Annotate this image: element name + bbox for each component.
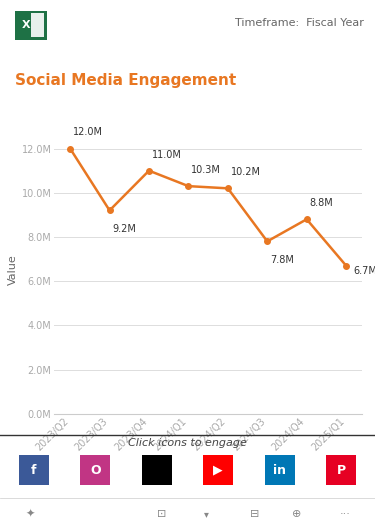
Text: ▶: ▶ bbox=[213, 464, 223, 476]
Text: 9.2M: 9.2M bbox=[112, 225, 136, 235]
Text: 10.3M: 10.3M bbox=[191, 165, 221, 175]
Y-axis label: Value: Value bbox=[8, 255, 17, 286]
Text: 12.0M: 12.0M bbox=[73, 128, 103, 138]
Text: ⊟: ⊟ bbox=[251, 509, 260, 519]
Text: ⊕: ⊕ bbox=[292, 509, 301, 519]
Text: Click icons to engage: Click icons to engage bbox=[128, 438, 247, 448]
Text: f: f bbox=[31, 464, 36, 476]
Text: ···: ··· bbox=[340, 509, 350, 519]
FancyBboxPatch shape bbox=[31, 13, 44, 36]
Text: 10.2M: 10.2M bbox=[231, 167, 261, 177]
Text: P: P bbox=[337, 464, 346, 476]
Text: 8.8M: 8.8M bbox=[309, 198, 333, 208]
Text: 6.7M: 6.7M bbox=[353, 266, 375, 276]
Text: ▾: ▾ bbox=[204, 509, 209, 519]
Text: 7.8M: 7.8M bbox=[270, 255, 294, 265]
Text: O: O bbox=[90, 464, 101, 476]
Text: Timeframe:  Fiscal Year: Timeframe: Fiscal Year bbox=[235, 18, 364, 28]
Text: ✦: ✦ bbox=[26, 509, 34, 519]
Text: 11.0M: 11.0M bbox=[152, 150, 182, 160]
Text: in: in bbox=[273, 464, 286, 476]
FancyBboxPatch shape bbox=[15, 11, 47, 40]
Text: Social Media Engagement: Social Media Engagement bbox=[15, 73, 236, 87]
Text: X: X bbox=[152, 464, 162, 476]
Text: X: X bbox=[22, 20, 30, 30]
Text: ⊡: ⊡ bbox=[157, 509, 166, 519]
